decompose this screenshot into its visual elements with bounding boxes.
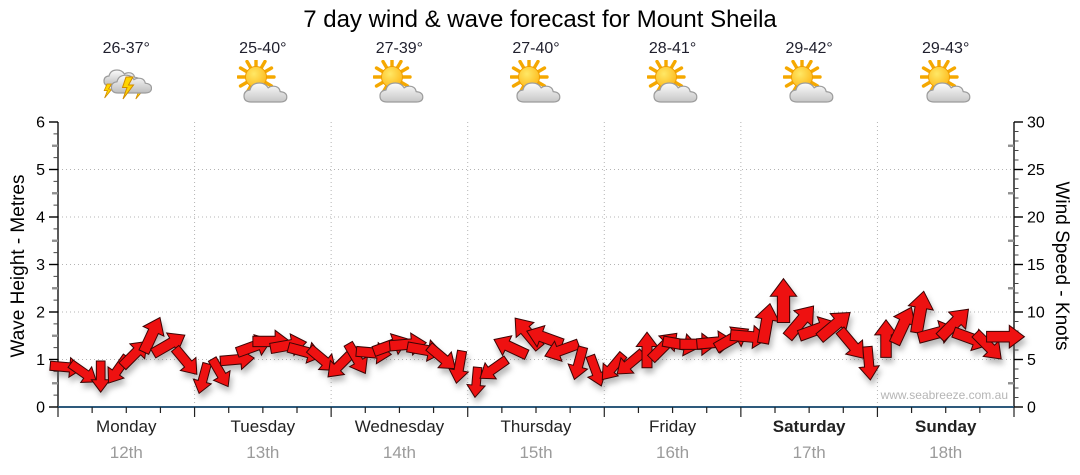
sun-cloud-icon	[236, 60, 289, 108]
wind-arrow	[138, 316, 165, 356]
day-label: Monday 12th	[58, 417, 195, 463]
svg-text:10: 10	[1027, 305, 1045, 322]
day-name: Sunday	[915, 417, 977, 436]
day-date: 12th	[109, 443, 143, 462]
day-label: Sunday 18th	[877, 417, 1014, 463]
temperature-range: 27-39°	[375, 40, 424, 57]
wind-arrow	[835, 326, 865, 359]
day-summary: 29-43°	[877, 40, 1014, 122]
svg-text:0: 0	[36, 400, 45, 417]
day-date: 17th	[792, 443, 826, 462]
wind-arrow	[935, 308, 970, 343]
day-date: 15th	[519, 443, 553, 462]
wind-arrow	[567, 345, 589, 381]
sun-cloud-icon	[373, 60, 425, 108]
wind-arrow	[769, 277, 798, 324]
watermark: www.seabreeze.com.au	[880, 388, 1008, 402]
temperature-range: 25-40°	[239, 40, 287, 57]
svg-text:30: 30	[1027, 115, 1045, 132]
day-name: Saturday	[772, 417, 846, 436]
day-label: Saturday 17th	[741, 417, 878, 463]
sun-cloud-icon	[646, 60, 699, 108]
wind-arrow	[544, 338, 581, 363]
svg-text:0: 0	[1027, 400, 1036, 417]
temperature-range: 28-41°	[648, 40, 697, 57]
wind-arrow	[493, 335, 530, 360]
day-date: 13th	[246, 443, 280, 462]
sun-cloud-icon	[509, 60, 562, 108]
day-summary: 29-42°	[741, 40, 878, 122]
wind-arrow	[305, 344, 337, 371]
wind-arrow	[192, 361, 213, 395]
svg-text:25: 25	[1027, 162, 1045, 179]
day-summary: 25-40°	[195, 40, 332, 122]
day-summary: 28-41°	[604, 40, 741, 122]
day-date: 14th	[382, 443, 416, 462]
sun-cloud-icon	[783, 60, 835, 108]
svg-text:6: 6	[36, 115, 45, 132]
day-name: Tuesday	[230, 417, 296, 436]
storm-icon	[100, 60, 153, 108]
day-label: Tuesday 13th	[195, 417, 332, 463]
day-summary: 27-39°	[331, 40, 468, 122]
svg-text:5: 5	[36, 162, 45, 179]
svg-text:2: 2	[36, 305, 45, 322]
day-label: Thursday 15th	[468, 417, 605, 463]
svg-text:20: 20	[1027, 210, 1045, 227]
wind-arrow	[479, 355, 510, 380]
svg-text:4: 4	[36, 210, 45, 227]
wind-arrow	[466, 366, 487, 399]
day-label: Wednesday 14th	[331, 417, 468, 463]
temperature-range: 29-43°	[922, 40, 970, 57]
wind-arrow	[986, 324, 1026, 350]
day-label: Friday 16th	[604, 417, 741, 463]
sun-cloud-icon	[919, 60, 972, 108]
day-summary: 26-37°	[58, 40, 195, 122]
svg-text:3: 3	[36, 257, 45, 274]
day-date: 18th	[929, 443, 963, 462]
wind-arrow-series	[49, 277, 1026, 399]
day-name: Monday	[96, 417, 157, 436]
axes: 0 1 2 3 4 5 6 0 5 10 15 20 25 30	[36, 115, 1045, 417]
page-title: 7 day wind & wave forecast for Mount She…	[303, 6, 777, 33]
day-name: Friday	[648, 417, 697, 436]
day-name: Thursday	[500, 417, 572, 436]
day-date: 16th	[656, 443, 690, 462]
left-axis-title: Wave Height - Metres	[8, 174, 29, 358]
wind-arrow	[448, 349, 470, 385]
wind-arrow	[907, 290, 935, 335]
wind-arrow	[170, 344, 198, 375]
temperature-range: 26-37°	[102, 40, 150, 57]
day-summary: 27-40°	[468, 40, 605, 122]
svg-text:15: 15	[1027, 257, 1045, 274]
gridlines	[58, 122, 1014, 407]
wind-arrow	[67, 359, 98, 383]
svg-text:5: 5	[1027, 352, 1036, 369]
temperature-range: 27-40°	[512, 40, 560, 57]
wind-arrow	[425, 342, 456, 370]
day-name: Wednesday	[354, 417, 445, 436]
right-axis-title: Wind Speed - Knots	[1051, 181, 1072, 351]
svg-text:1: 1	[36, 352, 45, 369]
wind-arrow	[207, 356, 231, 388]
temperature-range: 29-42°	[785, 40, 833, 57]
wind-arrow	[858, 345, 881, 381]
